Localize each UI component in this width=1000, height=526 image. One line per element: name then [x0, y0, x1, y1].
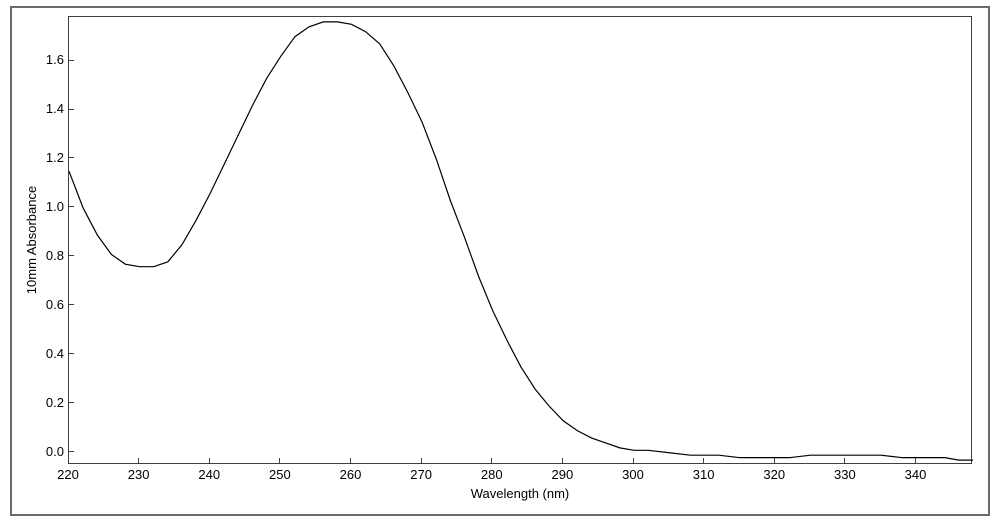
- y-tick-mark: [68, 109, 74, 110]
- x-tick-mark: [209, 458, 210, 464]
- x-tick-mark: [562, 458, 563, 464]
- y-tick-mark: [68, 255, 74, 256]
- x-tick-mark: [138, 458, 139, 464]
- x-tick-mark: [279, 458, 280, 464]
- x-tick-mark: [491, 458, 492, 464]
- x-tick-mark: [844, 458, 845, 464]
- y-tick-mark: [68, 60, 74, 61]
- y-tick-label: 0.2: [46, 395, 64, 410]
- x-tick-label: 310: [693, 467, 715, 482]
- x-tick-label: 340: [905, 467, 927, 482]
- y-tick-mark: [68, 304, 74, 305]
- x-tick-label: 330: [834, 467, 856, 482]
- x-tick-label: 220: [57, 467, 79, 482]
- x-tick-mark: [350, 458, 351, 464]
- x-tick-label: 270: [410, 467, 432, 482]
- x-tick-mark: [703, 458, 704, 464]
- y-tick-mark: [68, 451, 74, 452]
- x-tick-mark: [68, 458, 69, 464]
- x-tick-label: 240: [198, 467, 220, 482]
- y-tick-label: 1.2: [46, 150, 64, 165]
- y-tick-label: 0.6: [46, 297, 64, 312]
- x-axis-label: Wavelength (nm): [471, 486, 570, 501]
- y-axis-label: 10mm Absorbance: [24, 170, 39, 310]
- absorbance-curve: [69, 22, 973, 460]
- x-tick-label: 290: [552, 467, 574, 482]
- x-tick-mark: [421, 458, 422, 464]
- y-tick-mark: [68, 157, 74, 158]
- y-tick-label: 1.6: [46, 52, 64, 67]
- x-tick-mark: [633, 458, 634, 464]
- x-tick-mark: [915, 458, 916, 464]
- x-tick-label: 230: [128, 467, 150, 482]
- y-tick-mark: [68, 353, 74, 354]
- y-tick-label: 0.4: [46, 346, 64, 361]
- x-tick-label: 280: [481, 467, 503, 482]
- y-tick-label: 0.0: [46, 444, 64, 459]
- y-tick-label: 0.8: [46, 248, 64, 263]
- y-tick-mark: [68, 206, 74, 207]
- x-tick-label: 300: [622, 467, 644, 482]
- y-tick-label: 1.4: [46, 101, 64, 116]
- x-tick-label: 260: [340, 467, 362, 482]
- x-tick-mark: [774, 458, 775, 464]
- absorbance-line-chart: [69, 17, 973, 465]
- x-tick-label: 320: [763, 467, 785, 482]
- y-tick-mark: [68, 402, 74, 403]
- plot-area: [68, 16, 972, 464]
- x-tick-label: 250: [269, 467, 291, 482]
- y-tick-label: 1.0: [46, 199, 64, 214]
